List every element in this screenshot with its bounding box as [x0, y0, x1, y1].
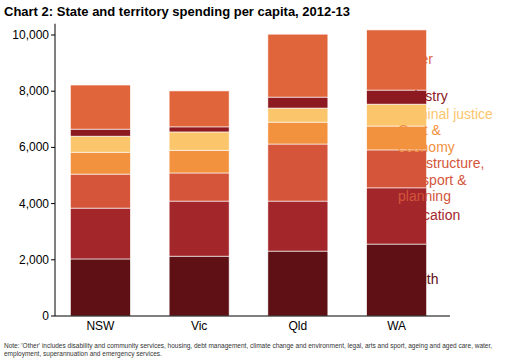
bar-segment	[268, 122, 328, 144]
legend-label: Health	[398, 271, 438, 287]
bar-segment	[268, 251, 328, 316]
y-tick-label: 8,000	[19, 84, 49, 98]
bar-segment	[70, 208, 130, 259]
legend-label: Industry	[398, 88, 448, 104]
y-tick-label: 0	[42, 309, 49, 323]
bar-segment	[70, 85, 130, 129]
bar-segment	[268, 144, 328, 201]
y-tick-label: 4,000	[19, 197, 49, 211]
y-tick-label: 6,000	[19, 140, 49, 154]
chart: Chart 2: State and territory spending pe…	[0, 0, 520, 360]
y-tick	[51, 147, 55, 148]
bar-segment	[268, 97, 328, 108]
bar-segment	[70, 152, 130, 174]
y-axis	[55, 24, 56, 316]
bar-segment	[70, 259, 130, 316]
legend-label: Criminal justice	[398, 106, 493, 122]
legend-label: Other	[398, 51, 433, 67]
bar-segment	[169, 91, 229, 127]
x-tick-label: NSW	[86, 319, 115, 333]
y-tick	[51, 259, 55, 260]
y-tick	[51, 35, 55, 36]
bar-segment	[169, 150, 229, 173]
bar-segment	[169, 256, 229, 316]
legend-label: Govt &economy	[398, 122, 455, 155]
bar-segment	[268, 34, 328, 97]
y-tick	[51, 316, 55, 317]
x-tick-label: WA	[387, 319, 406, 333]
bar-segment	[169, 173, 229, 201]
legend-label: Infrastructure,transport &planning	[398, 155, 484, 204]
bars	[70, 30, 426, 316]
y-tick	[51, 203, 55, 204]
bar-segment	[70, 136, 130, 152]
bar-segment	[169, 201, 229, 256]
bar-segment	[169, 132, 229, 150]
y-tick-label: 2,000	[19, 253, 49, 267]
x-axis	[55, 316, 450, 317]
bar-segment	[169, 127, 229, 132]
x-tick-label: Qld	[289, 319, 308, 333]
bar-segment	[70, 129, 130, 136]
bar-segment	[268, 108, 328, 122]
note: Note: 'Other' includes disability and co…	[4, 342, 492, 358]
y-tick	[51, 91, 55, 92]
legend-label: Education	[398, 207, 460, 223]
bar-segment	[268, 201, 328, 251]
x-tick-label: Vic	[191, 319, 207, 333]
y-tick-label: 10,000	[12, 28, 49, 42]
title: Chart 2: State and territory spending pe…	[4, 4, 350, 19]
bar-segment	[70, 174, 130, 208]
